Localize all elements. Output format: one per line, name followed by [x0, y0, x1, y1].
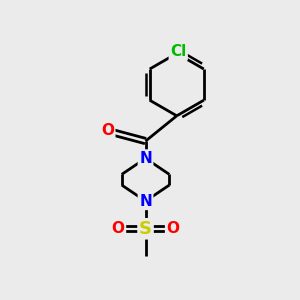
Text: O: O	[101, 123, 114, 138]
Text: S: S	[139, 220, 152, 238]
Text: N: N	[139, 194, 152, 208]
Text: O: O	[112, 221, 125, 236]
Text: N: N	[139, 151, 152, 166]
Text: Cl: Cl	[170, 44, 186, 59]
Text: O: O	[167, 221, 179, 236]
